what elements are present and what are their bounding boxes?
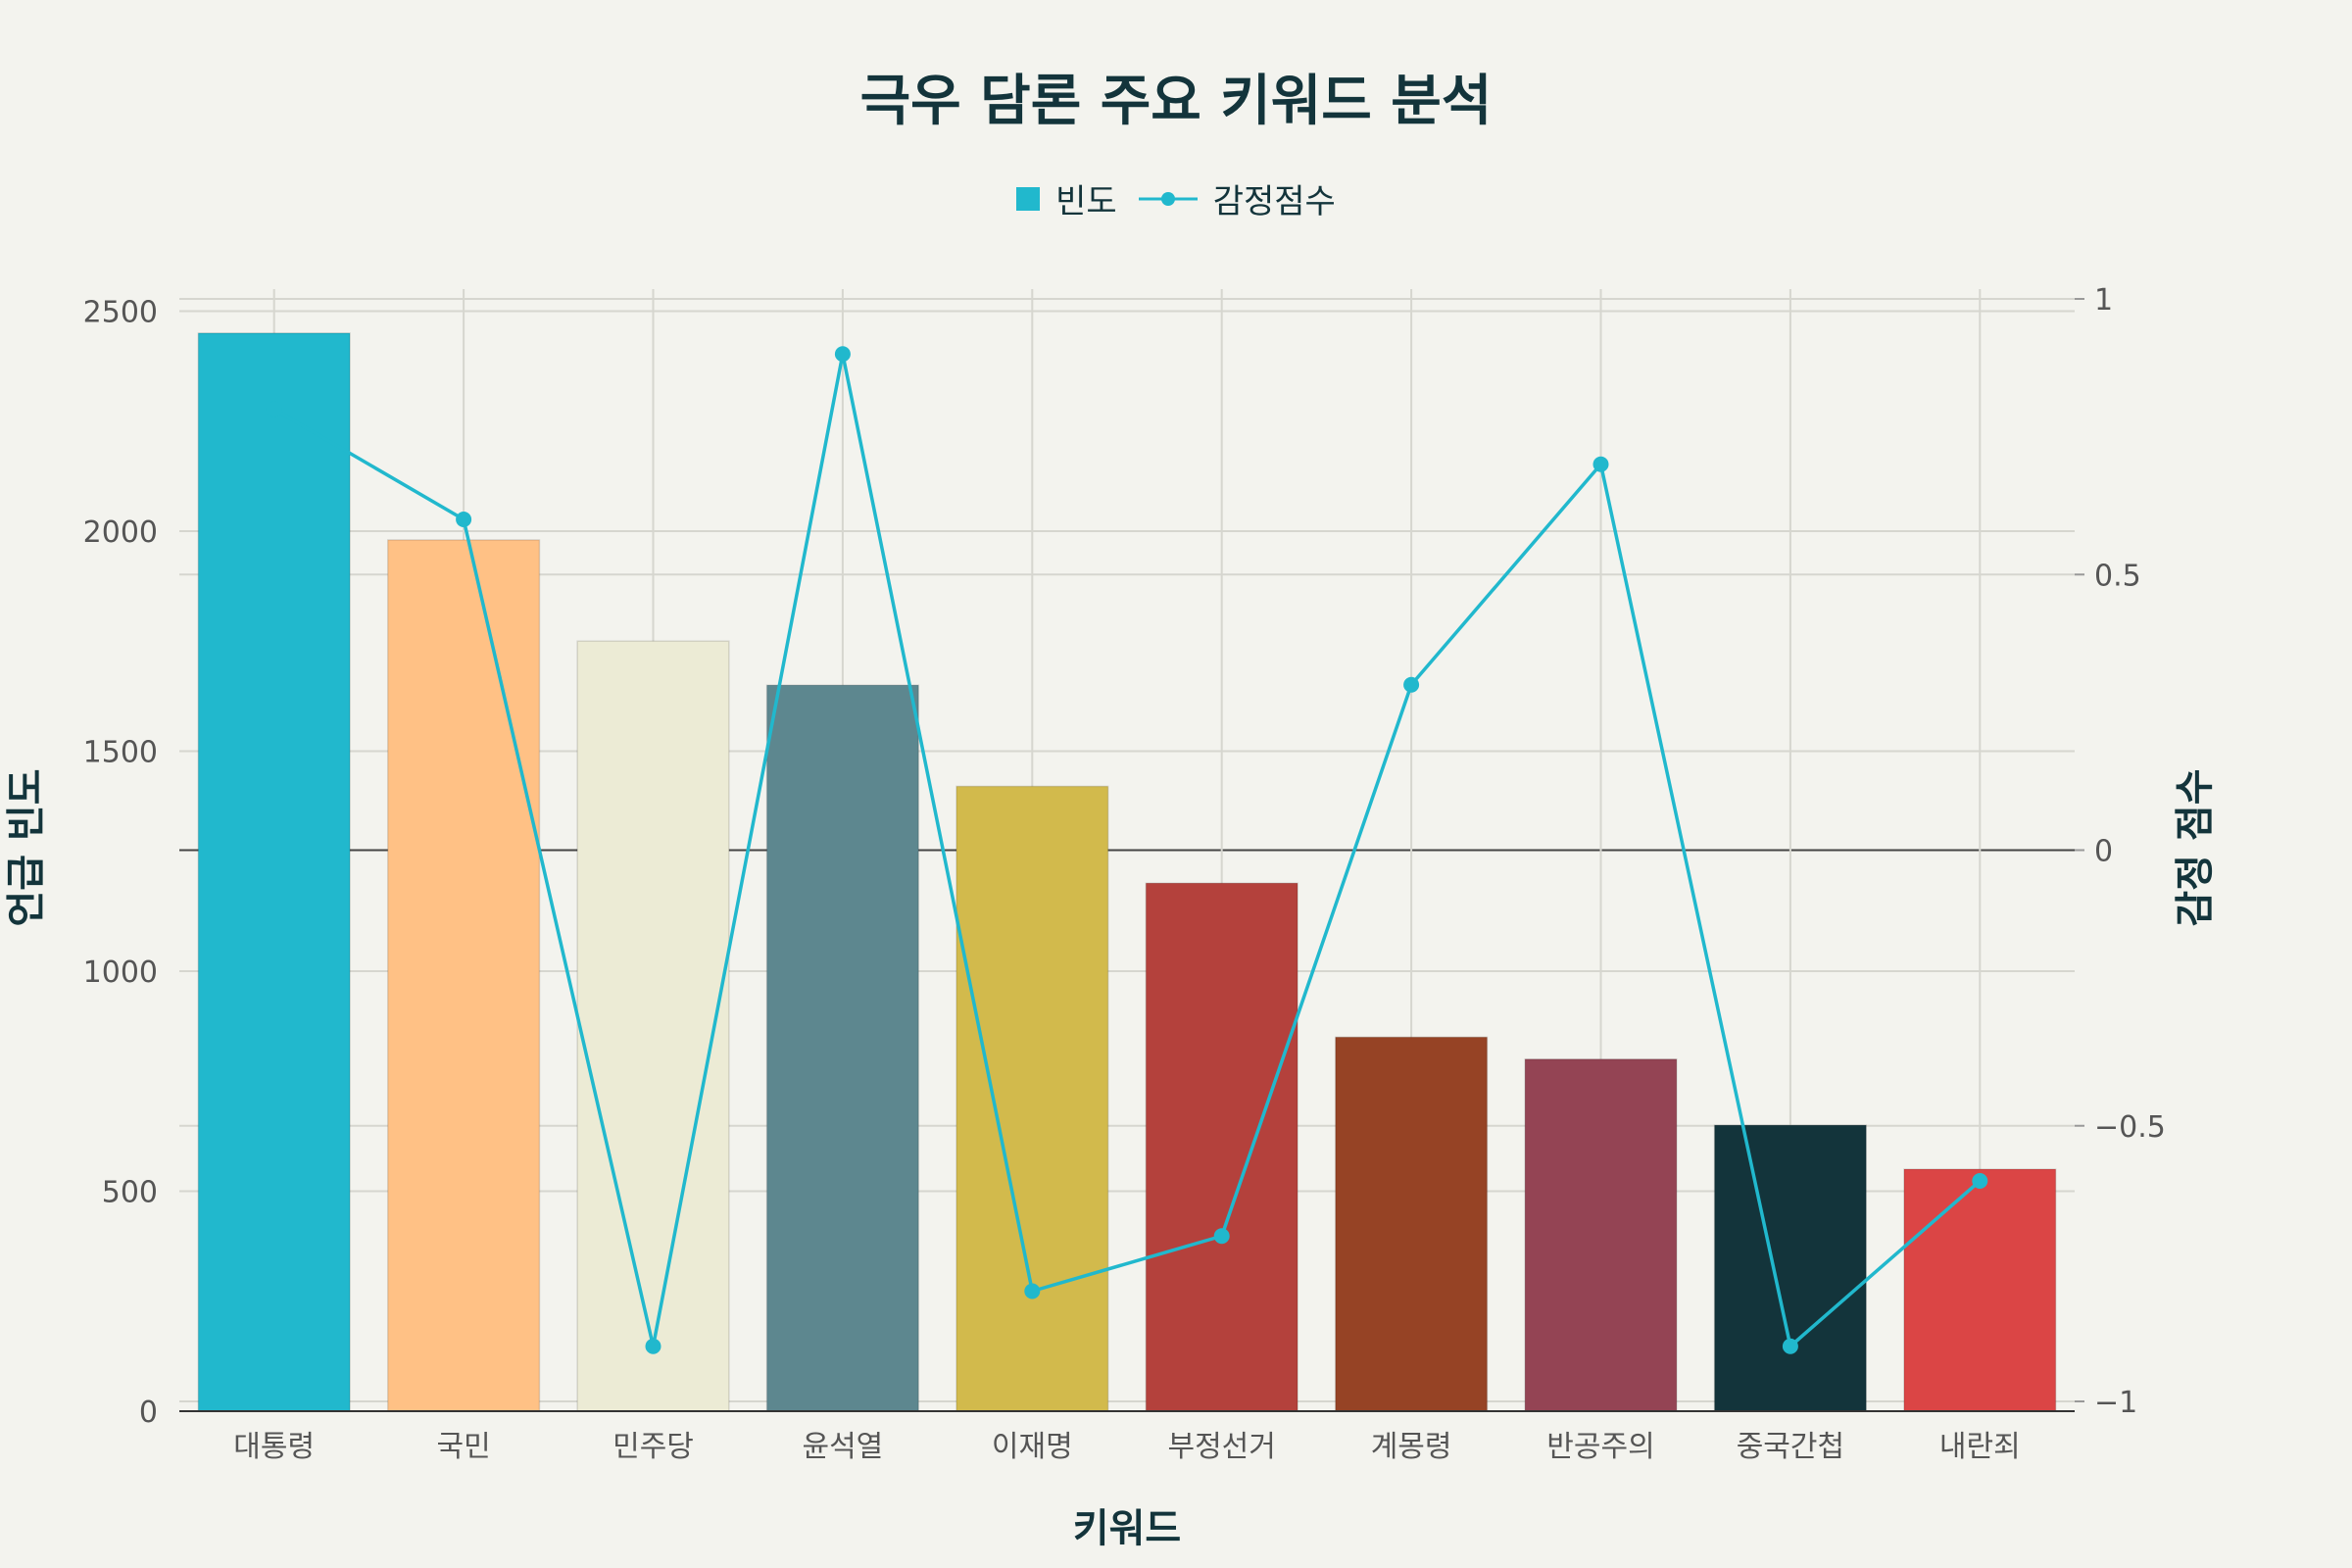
y-axis-title: 언급 빈도 — [4, 768, 49, 926]
bar-4 — [765, 684, 920, 1412]
bar-6 — [1145, 882, 1298, 1412]
sentiment-point-5 — [1024, 1283, 1041, 1299]
bar-2 — [386, 539, 541, 1412]
x-tick-label: 이재명 — [992, 1430, 1073, 1464]
y2-tick-label: 0 — [2094, 835, 2113, 869]
bar-3 — [576, 640, 730, 1412]
sentiment-line-layer — [266, 346, 1988, 1354]
sentiment-line — [272, 352, 1982, 1348]
sentiment-point-1 — [266, 401, 282, 417]
bar-7 — [1334, 1036, 1489, 1412]
bar-8 — [1524, 1058, 1678, 1412]
axis-layer: 0 500 1000 1500 2000 2500 −1 −0.5 0 0.5 1 대통령 국민 민주당 윤… — [83, 283, 2166, 1464]
bar-layer — [197, 332, 2057, 1412]
bar-9 — [1713, 1124, 1868, 1412]
sentiment-point-9 — [1782, 1338, 1798, 1354]
bar-10 — [1903, 1168, 2057, 1412]
sentiment-point-4 — [834, 346, 851, 363]
x-tick-label: 내란죄 — [1939, 1430, 2021, 1464]
bar-5 — [956, 785, 1109, 1412]
chart-title: 극우 담론 주요 키워드 분석 — [859, 70, 1493, 133]
legend-bar-swatch — [1016, 186, 1041, 211]
y2-axis-title: 감정 점수 — [2173, 768, 2218, 926]
legend-entry-frequency[interactable]: 빈도 — [1016, 174, 1117, 222]
y-tick-label: 1000 — [83, 956, 158, 990]
sentiment-point-8 — [1592, 456, 1609, 472]
sentiment-point-2 — [456, 512, 472, 527]
x-tick-label: 민주당 — [612, 1430, 694, 1464]
sentiment-point-3 — [645, 1338, 662, 1354]
sentiment-point-6 — [1213, 1228, 1230, 1245]
x-tick-label: 대통령 — [233, 1430, 315, 1464]
legend: 빈도 감정점수 — [0, 174, 2352, 222]
legend-label-sentiment: 감정점수 — [1212, 182, 1336, 221]
y-tick-label: 500 — [102, 1175, 158, 1209]
sentiment-point-10 — [1972, 1173, 1988, 1189]
y-tick-label: 2000 — [83, 515, 158, 550]
y2-tick-label: −1 — [2094, 1386, 2137, 1420]
legend-entry-sentiment[interactable]: 감정점수 — [1138, 174, 1336, 222]
legend-line-swatch — [1138, 191, 1198, 206]
x-tick-label: 국민 — [436, 1430, 490, 1464]
x-axis-title: 키워드 — [1073, 1506, 1181, 1551]
y-tick-label: 2500 — [83, 295, 158, 329]
y2-tick-label: 1 — [2094, 283, 2113, 318]
x-tick-label: 반공주의 — [1546, 1430, 1654, 1464]
y-tick-label: 0 — [139, 1396, 158, 1430]
x-tick-label: 중국간첩 — [1737, 1430, 1844, 1464]
y2-tick-label: −0.5 — [2094, 1110, 2166, 1145]
legend-label-frequency: 빈도 — [1055, 182, 1117, 221]
y-tick-label: 1500 — [83, 735, 158, 769]
y2-tick-label: 0.5 — [2094, 559, 2141, 593]
bar-1 — [197, 332, 351, 1412]
sentiment-point-7 — [1403, 676, 1420, 693]
x-tick-label: 윤석열 — [802, 1430, 883, 1464]
x-tick-label: 부정선거 — [1167, 1430, 1275, 1464]
x-tick-label: 계몽령 — [1371, 1430, 1452, 1464]
